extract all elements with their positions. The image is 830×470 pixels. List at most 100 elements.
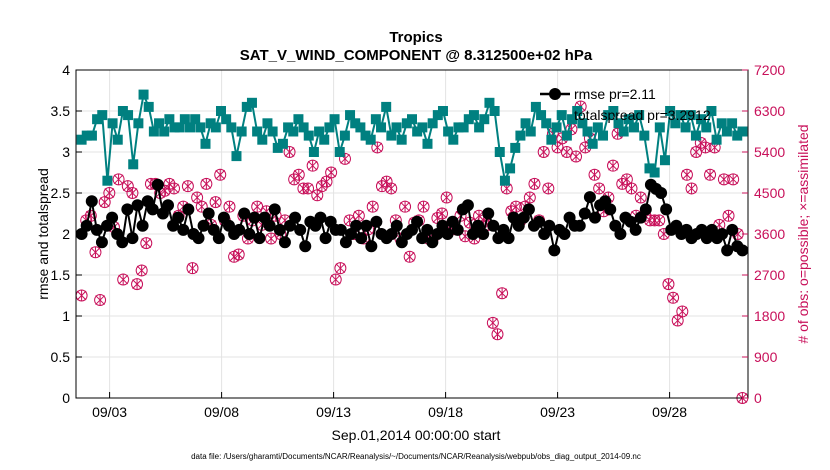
y-tick-label: 0 [62, 390, 70, 406]
rmse-point [192, 232, 205, 245]
obs-assimilated-point [441, 192, 452, 204]
totalspread-point [112, 134, 123, 145]
obs-assimilated-point [400, 201, 410, 213]
totalspread-point [634, 110, 645, 121]
totalspread-point [293, 114, 304, 125]
obs-assimilated-point [192, 192, 202, 204]
rmse-point [558, 228, 571, 240]
totalspread-point [536, 110, 547, 121]
obs-assimilated-point [488, 317, 498, 329]
totalspread-point [463, 114, 474, 125]
totalspread-point [412, 126, 423, 137]
totalspread-point [582, 126, 593, 137]
rmse-point [197, 219, 210, 232]
totalspread-point [458, 122, 469, 133]
y-tick-label: 3.5 [51, 103, 71, 119]
rmse-point [370, 215, 383, 228]
footnote: data file: /Users/gharamti/Documents/NCA… [191, 452, 641, 461]
obs-assimilated-point [224, 201, 235, 213]
obs-assimilated-point [608, 160, 618, 172]
y-axis-right-label: # of obs: o=possible; ×=assimilated [795, 124, 811, 343]
rmse-point [583, 191, 596, 204]
obs-assimilated-point [626, 182, 637, 194]
totalspread-point [319, 134, 330, 145]
obs-assimilated-point [312, 189, 323, 201]
totalspread-point [716, 118, 727, 129]
totalspread-point [267, 126, 278, 137]
totalspread-point [128, 159, 139, 170]
rmse-point [614, 228, 627, 240]
rmse-point [350, 219, 363, 232]
x-tick-label: 09/28 [652, 404, 687, 420]
rmse-point [355, 232, 368, 245]
obs-assimilated-point [663, 278, 674, 290]
chart-title: Tropics [389, 29, 442, 46]
rmse-point [131, 199, 144, 212]
rmse-point [736, 244, 749, 257]
rmse-point [629, 223, 642, 236]
totalspread-point [102, 175, 113, 186]
totalspread-point [164, 114, 175, 125]
totalspread-point [123, 110, 134, 121]
rmse-point [573, 219, 586, 232]
obs-assimilated-point [215, 169, 226, 181]
y-right-tick-label: 5400 [754, 144, 785, 160]
totalspread-point [381, 101, 392, 112]
rmse-point [360, 219, 373, 232]
rmse-point [639, 203, 652, 216]
axis-ticks: 0 0.5 1 1.5 2 2.5 3 3.5 4 0 900 1800 2700 3600 4500 540… [51, 62, 786, 420]
rmse-point [80, 219, 93, 232]
obs-assimilated-point [122, 180, 133, 192]
totalspread-point [308, 147, 319, 157]
totalspread-point [226, 122, 237, 133]
rmse-point [85, 195, 98, 208]
obs-assimilated-point [654, 214, 665, 226]
rmse-point [461, 199, 474, 212]
obs-assimilated-point [127, 187, 138, 199]
totalspread-point [613, 118, 624, 129]
rmse-point [126, 232, 139, 245]
y-right-tick-label: 7200 [754, 62, 785, 78]
totalspread-point [551, 122, 562, 133]
x-tick-label: 09/13 [316, 404, 351, 420]
x-tick-label: 09/03 [92, 404, 127, 420]
rmse-point [263, 219, 276, 232]
legend: rmse pr=2.11 totalspread pr=3.2912 [540, 86, 711, 123]
rmse-point [177, 223, 190, 236]
rmse-point [421, 223, 434, 236]
y-right-tick-label: 4500 [754, 185, 785, 201]
totalspread-point [174, 122, 185, 133]
y-tick-label: 1.5 [51, 267, 71, 283]
rmse-point [660, 203, 673, 216]
x-tick-label: 09/08 [204, 404, 239, 420]
totalspread-point [231, 151, 242, 162]
x-axis-label: Sep.01,2014 00:00:00 start [332, 427, 501, 443]
totalspread-point [205, 118, 216, 129]
obs-assimilated-point [571, 151, 581, 163]
obs-assimilated-point [99, 196, 110, 208]
obs-assimilated-point [705, 169, 715, 181]
totalspread-point [370, 114, 381, 125]
rmse-point [548, 244, 561, 257]
obs-assimilated-point [303, 182, 313, 194]
obs-assimilated-point [326, 167, 336, 178]
rmse-point [116, 236, 129, 249]
totalspread-point [432, 110, 443, 121]
obs-assimilated-point [691, 146, 702, 158]
totalspread-point [92, 114, 103, 125]
obs-assimilated-point [543, 182, 554, 194]
totalspread-point [659, 155, 670, 166]
rmse-point [578, 207, 591, 220]
totalspread-point [489, 106, 500, 116]
totalspread-point [324, 122, 335, 133]
totalspread-point [618, 126, 629, 137]
totalspread-point [484, 97, 495, 108]
rmse-point [482, 207, 495, 220]
rmse-point [299, 240, 312, 253]
totalspread-point [561, 130, 572, 141]
totalspread-point [530, 101, 541, 112]
obs-assimilated-point [136, 264, 147, 276]
totalspread-point [200, 138, 211, 149]
obs-assimilated-point [169, 182, 179, 194]
obs-assimilated-point [622, 173, 632, 185]
